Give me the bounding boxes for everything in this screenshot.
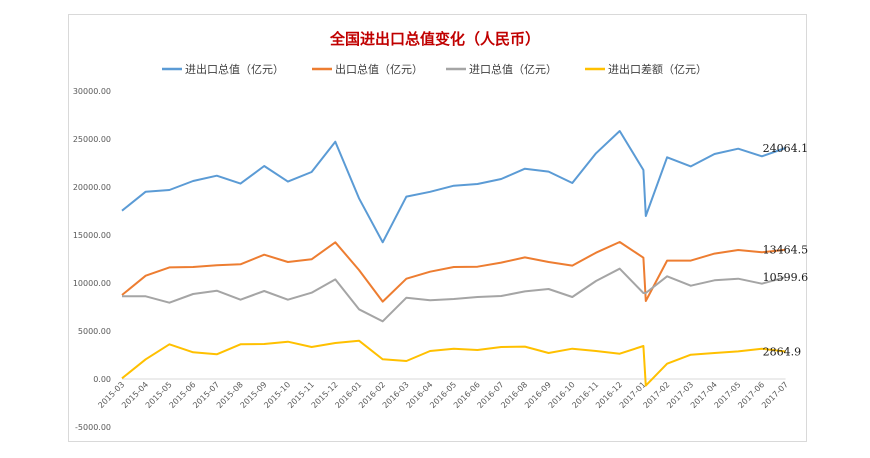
y-tick-label: 25000.00: [73, 135, 111, 144]
legend: 进出口总值（亿元） 出口总值（亿元） 进口总值（亿元） 进出口差额（亿元）: [162, 62, 707, 76]
legend-label: 进口总值（亿元）: [469, 62, 557, 76]
y-tick-label: 10000.00: [73, 279, 111, 288]
end-data-label: 10599.6: [763, 271, 809, 284]
y-tick-label: 0.00: [93, 375, 111, 384]
chart-title: 全国进出口总值变化（人民币）: [329, 30, 540, 48]
chart-area: [68, 14, 807, 442]
y-axis: 30000.00 25000.00 20000.00 15000.00 10000.00…: [73, 87, 111, 432]
legend-label: 进出口总值（亿元）: [185, 62, 284, 76]
series-line: [121, 339, 786, 387]
y-tick-label: 5000.00: [78, 327, 111, 336]
y-tick-label: 30000.00: [73, 87, 111, 96]
x-axis: 2015-032015-042015-052015-062015-072015-…: [96, 378, 790, 410]
series-group: 24064.1 13464.5 10599.6 2864.9: [121, 130, 809, 387]
y-tick-label: 20000.00: [73, 183, 111, 192]
end-data-label: 24064.1: [763, 142, 809, 155]
series-line: [121, 130, 786, 244]
legend-label: 出口总值（亿元）: [335, 62, 423, 76]
series-line: [122, 267, 786, 323]
end-data-label: 2864.9: [763, 345, 802, 358]
y-tick-label: -5000.00: [75, 423, 111, 432]
legend-label: 进出口差额（亿元）: [608, 62, 707, 76]
x-tick-label: 2017-07: [760, 380, 790, 410]
end-data-label: 13464.5: [763, 244, 809, 257]
y-tick-label: 15000.00: [73, 231, 111, 240]
series-line: [121, 241, 786, 303]
